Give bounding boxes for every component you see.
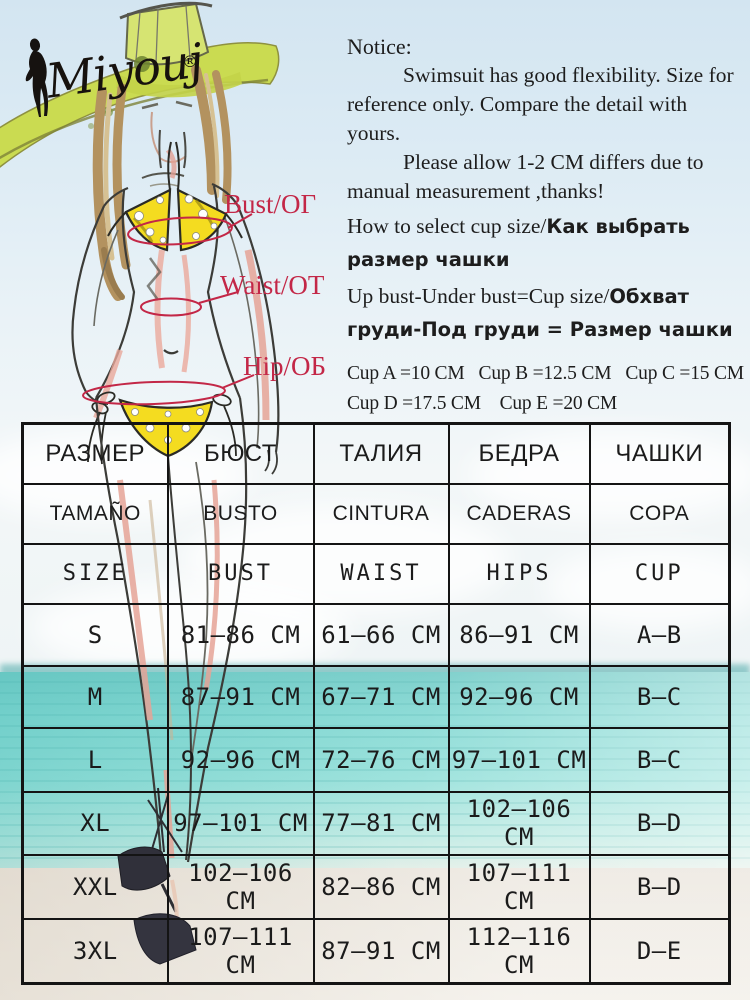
notice-title: Notice: (347, 34, 412, 59)
hip-measure-label: Hip/ОБ (243, 351, 327, 381)
bust-cell: 102–106 CM (166, 853, 315, 920)
size-cell: S (21, 602, 169, 667)
cup-values-line: Cup A =10 CM Cup B =12.5 CM Cup C =15 CM (347, 363, 744, 384)
cup-size-howto-ru: Как выбрать размер чашки (347, 215, 690, 271)
measurement-ellipses (82, 213, 255, 406)
header-cell: HIPS (447, 542, 591, 605)
waist-cell: 82–86 CM (312, 853, 450, 920)
cup-cell: B–C (588, 726, 731, 793)
bust-cell: 107–111 CM (166, 917, 315, 985)
hips-cell: 102–106 CM (447, 790, 591, 856)
bikini-top (107, 141, 243, 252)
notice-paragraph: Swimsuit has good flexibility. Size for … (347, 63, 734, 145)
bust-cell: 97–101 CM (166, 790, 315, 856)
notice-section: Notice: Swimsuit has good flexibility. S… (347, 34, 745, 419)
cup-cell: B–D (588, 790, 731, 856)
header-cell: РАЗМЕР (21, 422, 169, 485)
size-row-3xl: 3XL 107–111 CM 87–91 CM 112–116 CM D–E (21, 917, 731, 985)
header-cell: БЕДРА (447, 422, 591, 485)
brand-logo-text: Miyouj (42, 33, 206, 110)
size-cell: XL (21, 790, 169, 856)
hips-cell: 92–96 CM (447, 664, 591, 729)
cup-cell: A–B (588, 602, 731, 667)
header-cell: CINTURA (312, 482, 450, 545)
hips-cell: 112–116 CM (447, 917, 591, 985)
hips-cell: 107–111 CM (447, 853, 591, 920)
size-cell: L (21, 726, 169, 793)
size-row-s: S 81–86 CM 61–66 CM 86–91 CM A–B (21, 602, 731, 667)
header-row-spanish: TAMAÑO BUSTO CINTURA CADERAS COPA (21, 482, 731, 545)
header-cell: ЧАШКИ (588, 422, 731, 485)
size-cell: XXL (21, 853, 169, 920)
header-cell: TAMAÑO (21, 482, 169, 545)
cup-size-howto: How to select cup size/Как выбрать разме… (347, 210, 745, 276)
bust-cell: 81–86 CM (166, 602, 315, 667)
header-row-russian: РАЗМЕР БЮСТ ТАЛИЯ БЕДРА ЧАШКИ (21, 422, 731, 485)
face-sketch (141, 100, 193, 187)
size-table: РАЗМЕР БЮСТ ТАЛИЯ БЕДРА ЧАШКИ TAMAÑO BUS… (21, 422, 731, 985)
bust-cell: 92–96 CM (166, 726, 315, 793)
cup-cell: D–E (588, 917, 731, 985)
woman-silhouette-logo-icon (25, 38, 49, 117)
brand-logo: Miyouj ® (16, 28, 231, 143)
hair-strands (92, 65, 232, 301)
header-cell: COPA (588, 482, 731, 545)
waist-cell: 72–76 CM (312, 726, 450, 793)
header-cell: БЮСТ (166, 422, 315, 485)
cup-cell: B–D (588, 853, 731, 920)
size-cell: M (21, 664, 169, 729)
size-row-m: M 87–91 CM 67–71 CM 92–96 CM B–C (21, 664, 731, 729)
hips-cell: 86–91 CM (447, 602, 591, 667)
waist-measure-label: Waist/ОТ (220, 270, 325, 300)
bust-measure-label: Bust/ОГ (224, 189, 317, 219)
hips-cell: 97–101 CM (447, 726, 591, 793)
cup-values-line: Cup D =17.5 CM Cup E =20 CM (347, 393, 618, 414)
waist-cell: 77–81 CM (312, 790, 450, 856)
header-cell: ТАЛИЯ (312, 422, 450, 485)
header-cell: BUSTO (166, 482, 315, 545)
bust-cell: 87–91 CM (166, 664, 315, 729)
size-row-xl: XL 97–101 CM 77–81 CM 102–106 CM B–D (21, 790, 731, 856)
cup-size-formula-en: Up bust-Under bust=Cup size/ (347, 284, 610, 308)
cup-size-howto-en: How to select cup size/ (347, 214, 547, 238)
cup-size-formula: Up bust-Under bust=Cup size/Обхват груди… (347, 280, 745, 346)
waist-cell: 87–91 CM (312, 917, 450, 985)
header-cell: CADERAS (447, 482, 591, 545)
waist-cell: 67–71 CM (312, 664, 450, 729)
cup-cell: B–C (588, 664, 731, 729)
waist-cell: 61–66 CM (312, 602, 450, 667)
header-cell: WAIST (312, 542, 450, 605)
notice-paragraph: Please allow 1-2 CM differs due to manua… (347, 150, 704, 203)
header-row-english: SIZE BUST WAIST HIPS CUP (21, 542, 731, 605)
registered-trademark-icon: ® (182, 52, 198, 71)
cup-size-formula-ru: Обхват груди-Под груди = Размер чашки (347, 285, 733, 341)
size-row-xxl: XXL 102–106 CM 82–86 CM 107–111 CM B–D (21, 853, 731, 920)
header-cell: SIZE (21, 542, 169, 605)
size-row-l: L 92–96 CM 72–76 CM 97–101 CM B–C (21, 726, 731, 793)
header-cell: CUP (588, 542, 731, 605)
header-cell: BUST (166, 542, 315, 605)
size-cell: 3XL (21, 917, 169, 985)
